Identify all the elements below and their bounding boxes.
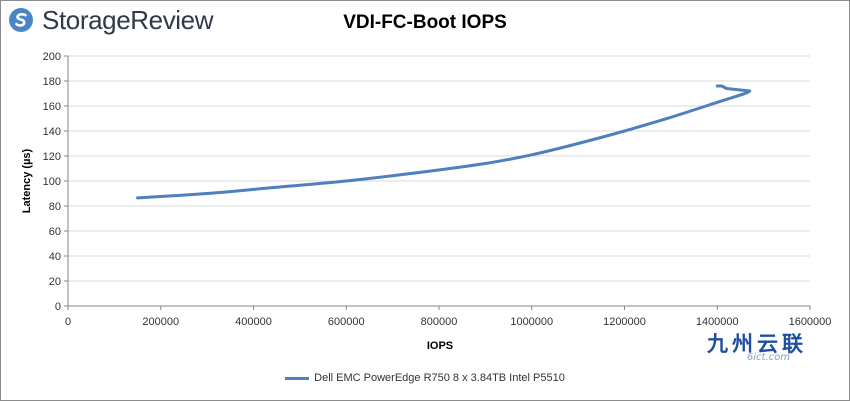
x-tick-label: 1400000: [696, 316, 739, 328]
watermark-subtext: 6ict.com: [746, 352, 790, 363]
x-axis-title: IOPS: [427, 340, 453, 352]
x-tick-label: 200000: [142, 316, 179, 328]
watermark: 九州云联 6ict.com: [702, 332, 812, 363]
x-tick-label: 400000: [235, 316, 272, 328]
y-tick-label: 140: [43, 126, 61, 138]
y-tick-label: 180: [43, 76, 61, 88]
x-tick-label: 600000: [328, 316, 365, 328]
brand-logo: StorageReview: [8, 4, 214, 35]
data-point: [623, 129, 626, 133]
data-point: [484, 162, 487, 165]
series-layer: [136, 84, 752, 200]
data-point: [576, 142, 580, 145]
data-point: [669, 115, 673, 119]
x-tick-label: 1000000: [510, 316, 553, 328]
data-point: [715, 100, 719, 104]
chart-legend: Dell EMC PowerEdge R750 8 x 3.84TB Intel…: [0, 372, 850, 384]
data-point: [720, 84, 724, 88]
data-point: [414, 171, 418, 175]
data-point: [530, 153, 534, 157]
data-point: [715, 84, 719, 88]
data-point: [275, 185, 278, 189]
y-tick-label: 100: [43, 176, 61, 188]
x-tick-label: 1600000: [789, 316, 832, 328]
data-point: [136, 196, 139, 200]
y-tick-label: 120: [43, 151, 61, 163]
data-point: [748, 89, 752, 93]
storagereview-logo-icon: [9, 8, 33, 32]
y-tick-label: 60: [49, 226, 61, 238]
brand-name: StorageReview: [42, 4, 214, 35]
legend-swatch: [285, 376, 310, 380]
data-point: [725, 87, 728, 90]
chart-title: VDI-FC-Boot IOPS: [343, 12, 507, 33]
y-tick-label: 40: [49, 251, 61, 263]
legend-label: Dell EMC PowerEdge R750 8 x 3.84TB Intel…: [314, 372, 565, 384]
y-axis-title: Latency (µs): [21, 148, 33, 213]
y-tick-label: 160: [43, 101, 61, 113]
grid-lines: [68, 55, 810, 282]
axes: [64, 55, 811, 310]
tick-labels: 0 20 40 60 80 100 120 140 160 180 200 0 200000 400000…: [43, 51, 832, 328]
y-tick-label: 200: [43, 51, 61, 63]
y-tick-label: 80: [49, 201, 61, 213]
x-tick-label: 0: [65, 316, 71, 328]
y-tick-label: 0: [55, 301, 61, 313]
y-tick-label: 20: [49, 276, 61, 288]
series-line: [136, 84, 752, 200]
data-point: [344, 179, 348, 183]
data-point: [205, 192, 209, 195]
watermark-text: 九州云联: [707, 332, 807, 356]
x-tick-label: 1200000: [603, 316, 646, 328]
x-tick-label: 800000: [421, 316, 458, 328]
